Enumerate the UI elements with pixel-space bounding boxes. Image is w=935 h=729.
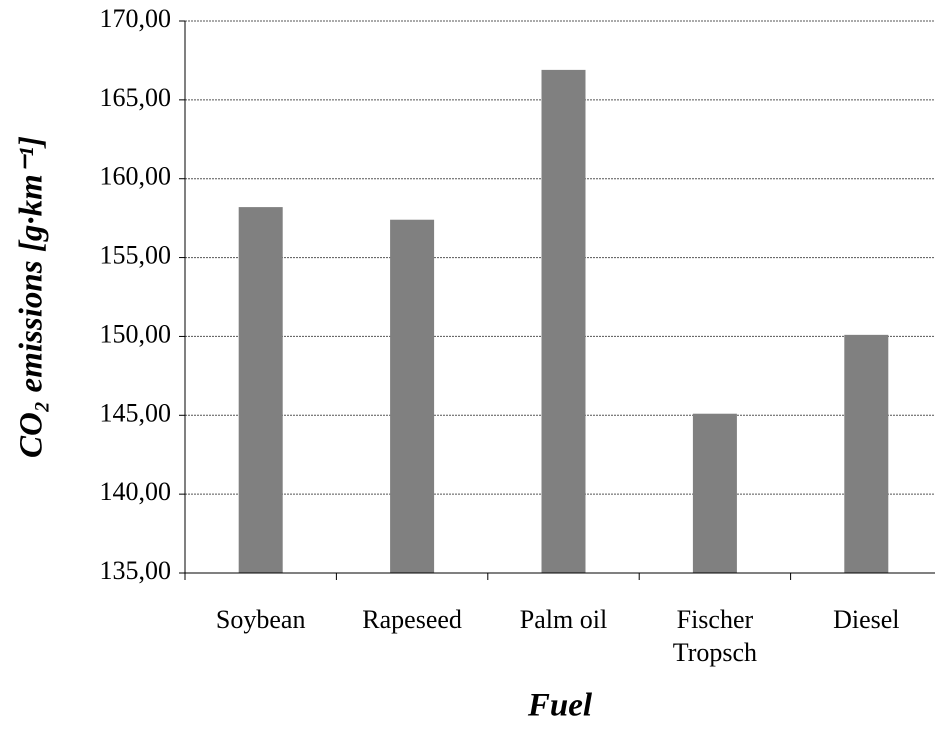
bar	[238, 207, 283, 574]
y-tick-label: 135,00	[100, 556, 172, 585]
bar	[541, 69, 586, 574]
y-tick-label: 150,00	[100, 319, 172, 348]
x-tick-label: Fischer Tropsch	[673, 605, 757, 667]
y-tick-label: 160,00	[100, 162, 172, 191]
bar	[844, 334, 889, 573]
bar	[390, 219, 435, 573]
bar	[692, 413, 737, 573]
y-tick-label: 165,00	[100, 83, 172, 112]
x-tick-label: Palm oil	[520, 605, 607, 634]
x-tick-label: Soybean	[216, 605, 306, 634]
x-axis-label: Fuel	[527, 688, 593, 724]
y-tick-label: 140,00	[100, 477, 172, 506]
y-tick-label: 155,00	[100, 241, 172, 270]
y-tick-label: 145,00	[100, 398, 172, 427]
y-tick-label: 170,00	[100, 4, 172, 33]
y-axis-label: CO₂ emissions [g·km⁻¹]	[14, 136, 50, 458]
x-tick-label: Rapeseed	[362, 605, 462, 634]
x-tick-label: Diesel	[833, 605, 899, 634]
